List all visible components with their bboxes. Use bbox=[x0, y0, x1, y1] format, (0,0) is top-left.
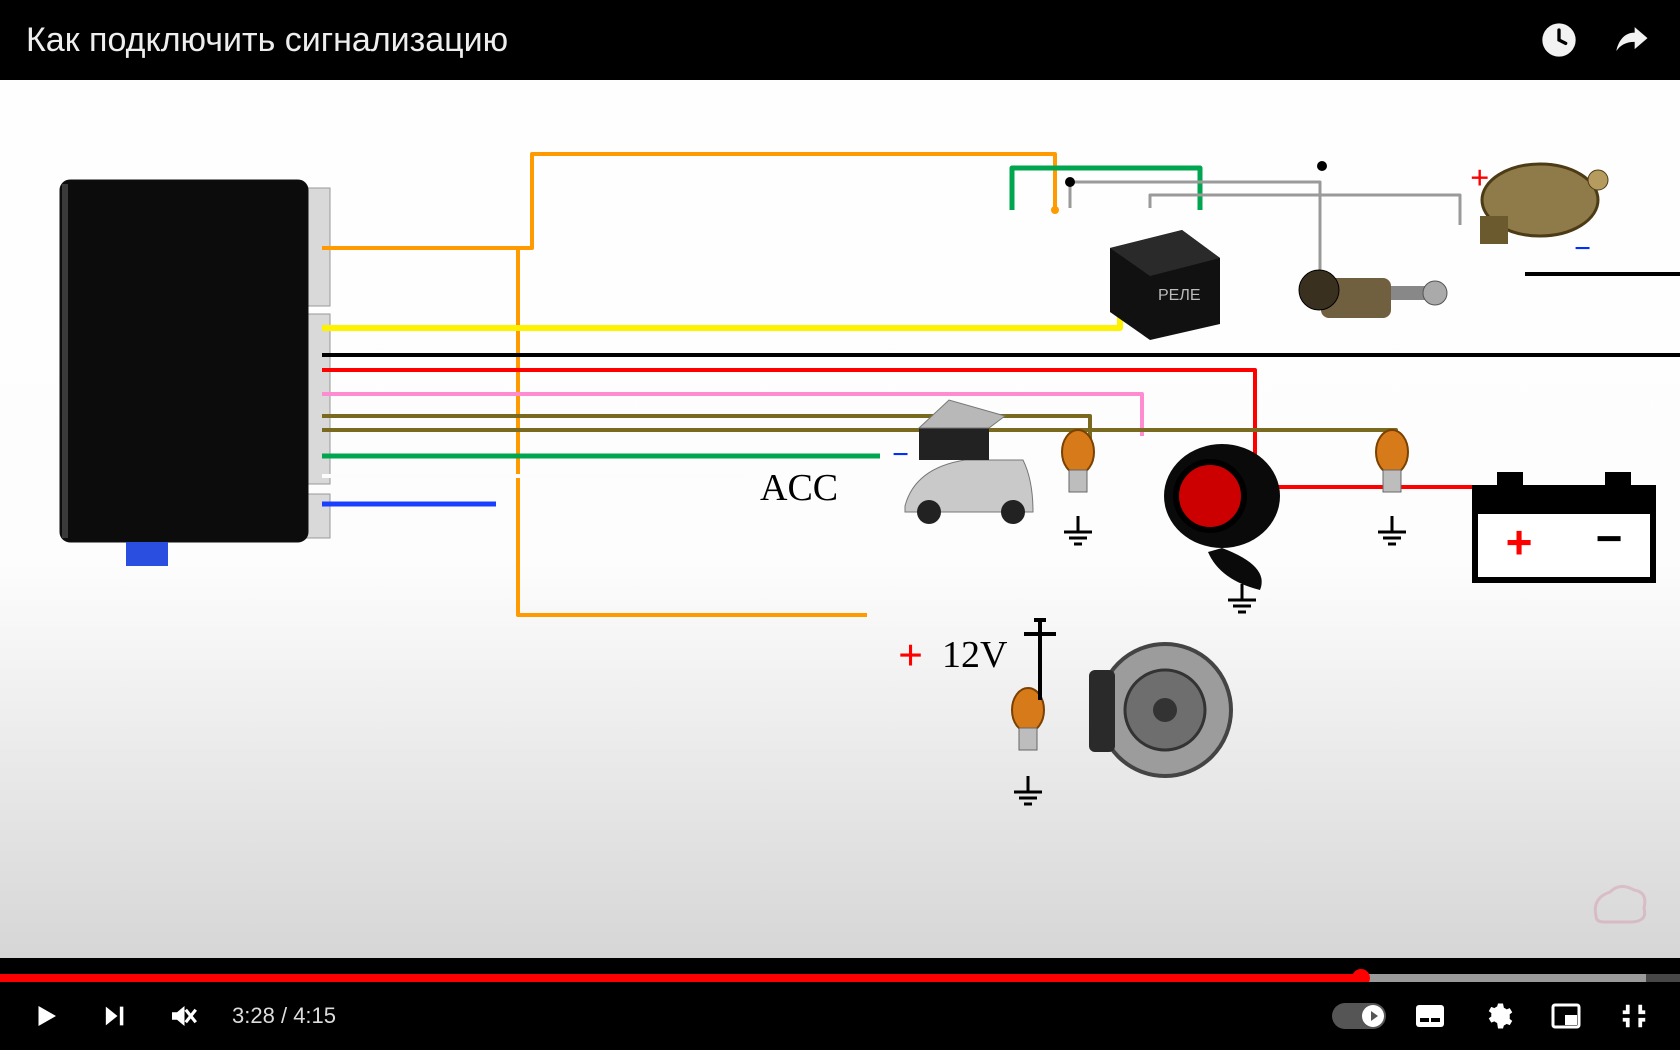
ground-4 bbox=[1228, 584, 1256, 612]
progress-bar[interactable] bbox=[0, 974, 1680, 982]
coil-plus: + bbox=[1470, 160, 1489, 198]
svg-text:+: + bbox=[1506, 516, 1533, 568]
duration: 4:15 bbox=[293, 1003, 336, 1028]
video-stage[interactable]: РЕЛЕ bbox=[0, 80, 1680, 958]
svg-text:−: − bbox=[1596, 512, 1623, 564]
ground-2 bbox=[1378, 516, 1406, 544]
siren bbox=[1164, 444, 1280, 590]
next-button[interactable] bbox=[90, 992, 138, 1040]
title-bar: Как подключить сигнализацию bbox=[0, 0, 1680, 80]
mute-button[interactable] bbox=[158, 992, 206, 1040]
turn-bulb-1 bbox=[1062, 430, 1094, 492]
control-bar: 3:28 / 4:15 bbox=[0, 982, 1680, 1050]
twelve-v-label: 12V bbox=[942, 633, 1007, 677]
share-icon[interactable] bbox=[1608, 17, 1654, 63]
control-unit bbox=[60, 180, 330, 566]
ignition-switch bbox=[1299, 270, 1447, 318]
relay: РЕЛЕ bbox=[1110, 230, 1220, 340]
car-trunk bbox=[905, 400, 1033, 524]
minus-acc: − bbox=[892, 438, 909, 472]
autoplay-toggle[interactable] bbox=[1332, 1003, 1386, 1029]
subtitles-button[interactable] bbox=[1406, 992, 1454, 1040]
ground-1 bbox=[1064, 516, 1092, 544]
svg-text:РЕЛЕ: РЕЛЕ bbox=[1158, 287, 1201, 304]
plus-12v: + bbox=[898, 630, 923, 681]
battery: + − bbox=[1475, 472, 1653, 580]
channel-watermark[interactable] bbox=[1590, 878, 1650, 928]
brake-disc bbox=[1089, 644, 1231, 776]
current-time: 3:28 bbox=[232, 1003, 275, 1028]
miniplayer-button[interactable] bbox=[1542, 992, 1590, 1040]
time-display: 3:28 / 4:15 bbox=[232, 1003, 336, 1029]
exit-fullscreen-button[interactable] bbox=[1610, 992, 1658, 1040]
ground-3 bbox=[1014, 776, 1042, 804]
turn-bulb-2 bbox=[1376, 430, 1408, 492]
wire-yellow bbox=[322, 267, 1120, 328]
progress-played bbox=[0, 974, 1361, 982]
wire-grey-relay-2 bbox=[1150, 195, 1460, 225]
coil-minus: − bbox=[1574, 232, 1591, 266]
acc-label: ACC bbox=[760, 466, 838, 510]
watch-later-icon[interactable] bbox=[1536, 17, 1582, 63]
wire-orange-top-2 bbox=[322, 154, 1055, 248]
wire-green-relay bbox=[1012, 168, 1200, 210]
wire-black-long bbox=[322, 274, 1680, 355]
play-button[interactable] bbox=[22, 992, 70, 1040]
settings-button[interactable] bbox=[1474, 992, 1522, 1040]
video-player: Как подключить сигнализацию bbox=[0, 0, 1680, 1050]
video-title: Как подключить сигнализацию bbox=[26, 21, 1510, 60]
wiring-diagram: РЕЛЕ bbox=[0, 80, 1680, 958]
